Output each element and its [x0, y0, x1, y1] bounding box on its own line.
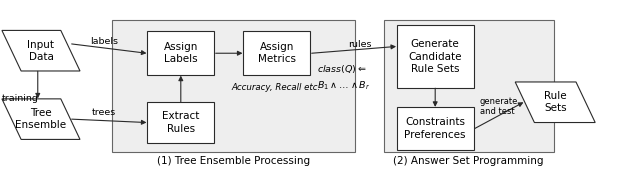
Text: Tree
Ensemble: Tree Ensemble [15, 108, 67, 130]
Bar [243, 31, 310, 75]
Text: trees: trees [92, 108, 116, 117]
Text: Assign
Metrics: Assign Metrics [258, 42, 296, 64]
Text: Accuracy, Recall etc.: Accuracy, Recall etc. [232, 83, 321, 92]
Bar [147, 31, 214, 75]
Text: Rule
Sets: Rule Sets [544, 91, 566, 113]
Bar [147, 102, 214, 143]
Bar [112, 20, 355, 152]
Text: Assign
Labels: Assign Labels [164, 42, 198, 64]
Polygon shape [2, 99, 80, 139]
Text: (1) Tree Ensemble Processing: (1) Tree Ensemble Processing [157, 156, 310, 166]
Bar [397, 25, 474, 88]
Text: labels: labels [90, 37, 118, 46]
Text: $\mathit{class}(Q) \Leftarrow$: $\mathit{class}(Q) \Leftarrow$ [317, 63, 367, 75]
Text: training: training [2, 94, 39, 103]
Text: Extract
Rules: Extract Rules [162, 111, 200, 134]
Polygon shape [2, 30, 80, 71]
Polygon shape [515, 82, 595, 123]
Bar [384, 20, 554, 152]
Text: Constraints
Preferences: Constraints Preferences [404, 117, 466, 140]
Text: Input
Data: Input Data [28, 40, 54, 62]
Text: rules: rules [348, 40, 371, 49]
Text: $B_1 \wedge \ldots \wedge B_r$: $B_1 \wedge \ldots \wedge B_r$ [317, 80, 370, 92]
Text: (2) Answer Set Programming: (2) Answer Set Programming [393, 156, 544, 166]
Text: generate
and test: generate and test [480, 97, 518, 116]
Bar [397, 107, 474, 150]
Text: Generate
Candidate
Rule Sets: Generate Candidate Rule Sets [408, 39, 462, 74]
